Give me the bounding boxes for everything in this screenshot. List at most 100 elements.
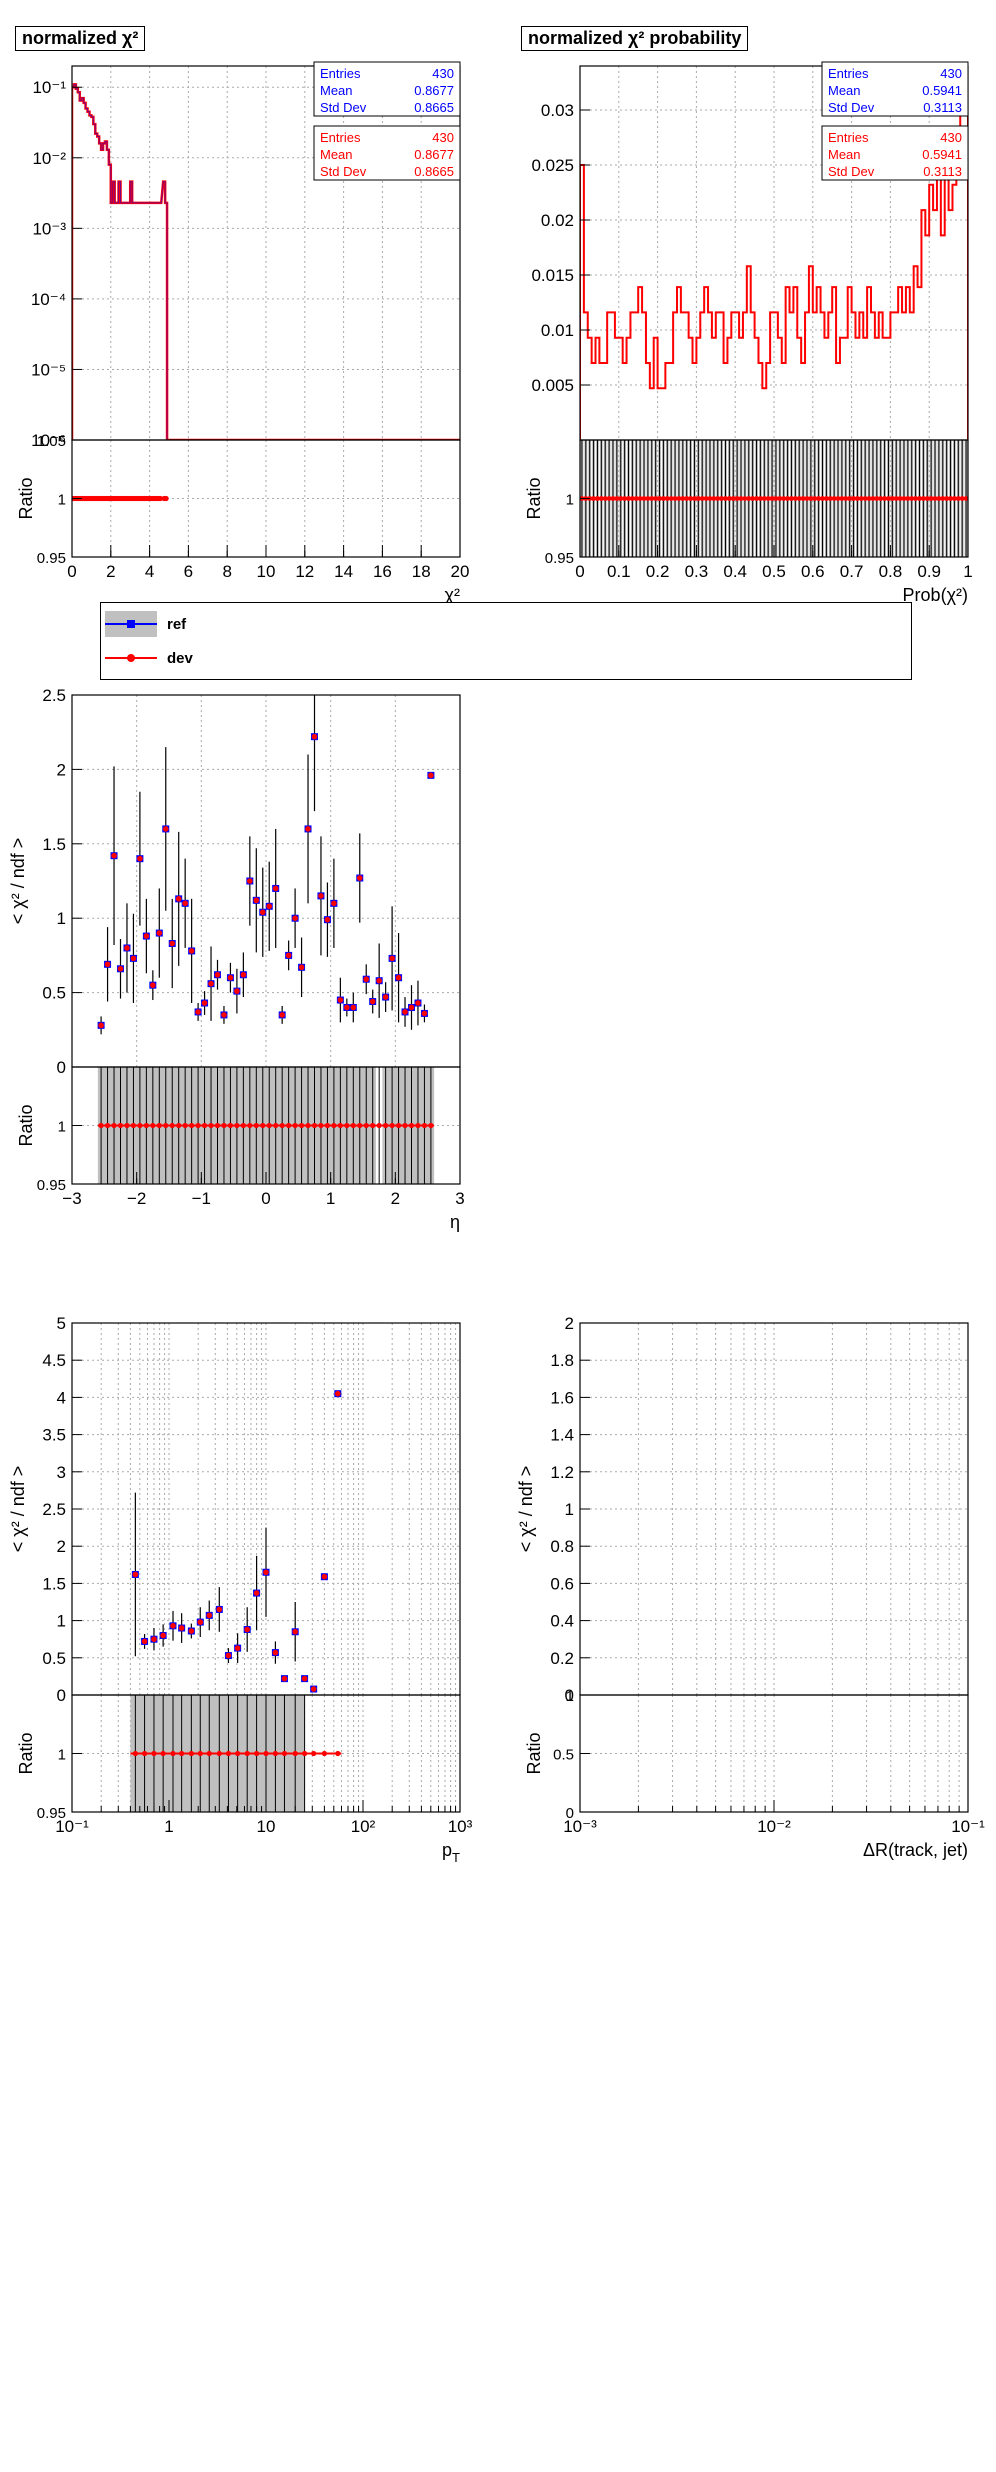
p2-ratio-point — [668, 496, 674, 501]
p3-ratio-point — [395, 1122, 402, 1129]
p1-y-tick-label: 10⁻⁶ — [31, 431, 66, 450]
p2-grid — [579, 66, 969, 558]
p5-ratio-tick-label: 1 — [566, 1688, 574, 1705]
p4-ratio-point — [225, 1750, 232, 1757]
p3-dev-point — [214, 971, 221, 978]
p3-ratio-point — [221, 1122, 227, 1129]
p1-ref-histogram-line — [72, 83, 460, 440]
p2-ratio-point — [847, 496, 853, 501]
p4-dev-point — [281, 1675, 288, 1682]
p3-ratio-point — [240, 1122, 246, 1129]
p4-dev-point — [234, 1645, 241, 1651]
p2-ratio-point — [808, 496, 814, 501]
p3-dev-point — [169, 940, 176, 947]
p3-ratio-point — [143, 1122, 149, 1129]
p2-ratio-point — [703, 496, 709, 501]
p2-ratio-point — [680, 496, 686, 501]
p2-ratio-point — [901, 496, 907, 501]
p3-ratio-point — [363, 1122, 369, 1129]
p4-x-tick-label: 10 — [257, 1817, 276, 1836]
p2-ratio-point — [932, 496, 938, 501]
p3-ratio-point — [208, 1122, 214, 1129]
legend-entry-ref: ref — [101, 607, 186, 641]
p1-stats-value: 430 — [432, 66, 454, 81]
p4-dev-point — [197, 1619, 204, 1625]
p2-ratio-point — [800, 496, 806, 501]
p2-ratio-point — [789, 496, 794, 501]
p3-y-axis-label: < χ² / ndf > — [8, 838, 28, 925]
p2-stats-box-dev — [821, 125, 969, 181]
p4-ratio-tick-label: 1 — [58, 1747, 66, 1764]
p5-y-axis-label: < χ² / ndf > — [516, 1466, 536, 1553]
p2-ratio-label: Ratio — [524, 477, 544, 519]
p2-ratio-point — [711, 496, 717, 501]
p4-ratio-point — [170, 1750, 176, 1757]
p1-axes: 0 2 4 6 8 10 12 14 16 18 20 10⁻¹ 10⁻² 10⁻³ 10⁻⁴ 10⁻⁵ 10⁻… — [16, 65, 469, 605]
p3-ratio-point — [247, 1122, 253, 1129]
p3-x-tick-label: 1 — [326, 1189, 335, 1208]
panel-2-title: normalized χ² probability — [521, 26, 749, 51]
p3-dev-point — [389, 955, 395, 962]
p2-ratio-point — [924, 496, 930, 501]
p3-dev-point — [182, 900, 188, 907]
p2-ratio-point — [897, 496, 903, 501]
p1-x-tick-label: 0 — [67, 562, 76, 581]
p3-dev-point — [428, 772, 434, 779]
p5-x-axis-label: ΔR(track, jet) — [863, 1840, 968, 1860]
p1-ratio-label: Ratio — [16, 477, 36, 519]
p3-dev-point — [331, 900, 337, 907]
p3-dev-point — [111, 852, 117, 859]
p1-ratio — [72, 495, 169, 502]
p1-y-tick-label: 10⁻¹ — [32, 78, 66, 97]
p3-x-tick-label: 0 — [261, 1189, 270, 1208]
p2-stats-value: 0.5941 — [922, 83, 962, 98]
p2-ratio-point — [866, 496, 872, 501]
p3-dev-point — [298, 964, 305, 971]
p2-ratio-point — [649, 496, 655, 501]
p3-ratio-point — [182, 1122, 188, 1129]
p1-x-tick-label: 2 — [106, 562, 115, 581]
p3-ratio-point — [357, 1122, 363, 1129]
p4-ratio-point — [141, 1750, 148, 1757]
p3-ratio-point — [176, 1122, 182, 1129]
p3-dev-point — [253, 897, 260, 904]
p4-dev-point — [263, 1569, 269, 1576]
p3-dev-point — [279, 1012, 285, 1018]
p3-ratio-point — [389, 1122, 395, 1129]
p5-y-tick-label: 1.8 — [550, 1351, 574, 1370]
p2-x-tick-label: 1 — [963, 562, 972, 581]
p3-dev-point — [344, 1004, 350, 1011]
p4-dev-point — [244, 1626, 250, 1633]
p5-x-tick-label: 10⁻¹ — [951, 1817, 985, 1836]
p3-dev-point — [247, 878, 253, 884]
p1-stats-value: 430 — [432, 130, 454, 145]
p2-ratio-point — [878, 496, 884, 501]
p3-x-axis-label: η — [450, 1212, 460, 1232]
p4-ratio-point — [335, 1750, 341, 1757]
p1-stats-key: Entries — [320, 66, 361, 81]
p2-ratio-point — [874, 496, 880, 501]
p1-ratio-tick-label: 1.05 — [37, 433, 66, 450]
p3-ratio-point — [415, 1122, 421, 1129]
p2-ratio-point — [816, 496, 822, 501]
p2-x-axis-label: Prob(χ²) — [903, 585, 968, 605]
p2-ratio-point — [684, 496, 690, 501]
p4-ratio-point — [151, 1750, 157, 1757]
p4-dev-point — [160, 1632, 166, 1639]
p2-ratio-point — [882, 496, 887, 501]
p2-ratio-point — [695, 496, 701, 501]
p2-ratio-point — [723, 496, 728, 501]
p3-dev-point — [175, 896, 182, 902]
panel-1-title: normalized χ² — [15, 26, 146, 51]
p4-y-tick-label: 4 — [57, 1388, 66, 1407]
p1-y-tick-label: 10⁻² — [32, 149, 66, 168]
p3-ratio-point — [331, 1122, 337, 1129]
p3-x-tick-label: −3 — [62, 1189, 81, 1208]
p5-ratio-tick-label: 0.5 — [553, 1747, 574, 1764]
p1-stats-box-ref — [313, 61, 461, 117]
p4-ratio-point — [253, 1750, 260, 1757]
p2-x-tick-label: 0.5 — [762, 562, 786, 581]
p3-dev-point — [188, 948, 195, 954]
p2-ratio-point — [886, 496, 891, 501]
p2-ratio-point — [715, 496, 721, 501]
